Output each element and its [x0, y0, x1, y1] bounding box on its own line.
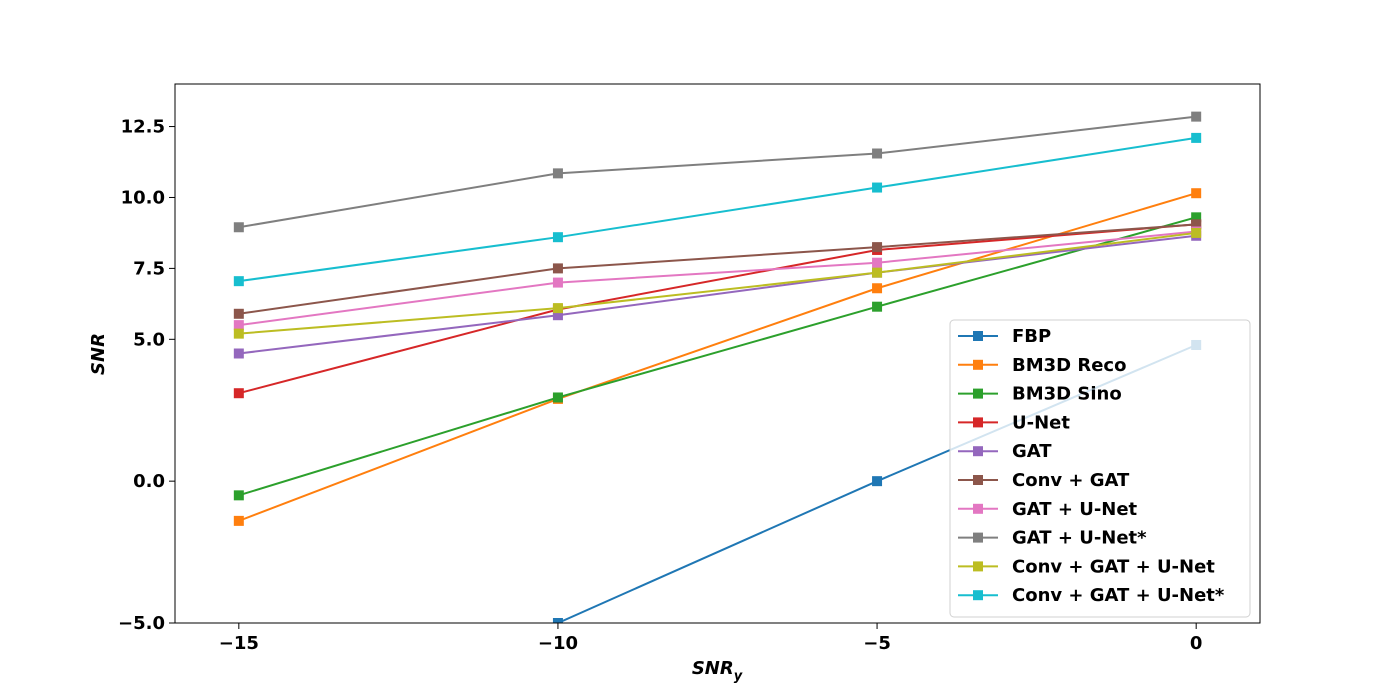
legend-label: BM3D Sino — [1012, 384, 1122, 405]
series-conv-gat-u-net — [233, 227, 1202, 339]
x-tick-label: 0 — [1190, 633, 1203, 654]
x-axis-label-subscript: y — [734, 669, 743, 684]
series-line — [238, 223, 1197, 395]
x-tick-label: −15 — [219, 633, 259, 654]
series-bm3d-sino — [233, 212, 1202, 501]
data-point — [872, 301, 883, 312]
data-point — [233, 328, 244, 339]
data-point — [1191, 188, 1202, 199]
y-tick-label: −5.0 — [118, 613, 165, 634]
data-point — [233, 490, 244, 501]
series-conv-gat — [233, 219, 1202, 319]
data-point — [872, 182, 883, 193]
y-tick-label: 0.0 — [133, 471, 165, 492]
data-point — [872, 476, 883, 487]
data-point — [233, 222, 244, 233]
series-layer — [233, 111, 1202, 623]
data-point — [233, 348, 244, 359]
series-line — [238, 115, 1197, 229]
legend-label: GAT + U-Net — [1012, 499, 1138, 520]
y-axis-label: SNR — [88, 333, 109, 375]
legend-item: BM3D Sino — [958, 384, 1122, 405]
data-point — [233, 276, 244, 287]
series-line — [238, 234, 1197, 355]
x-axis: −15 −10 −5 0 — [219, 623, 1203, 654]
legend-item: Conv + GAT — [958, 470, 1130, 491]
legend-marker — [973, 417, 983, 428]
legend-label: BM3D Reco — [1012, 355, 1126, 376]
series-line — [238, 216, 1197, 497]
series-line — [238, 230, 1197, 327]
legend-item: GAT + U-Net — [958, 499, 1138, 520]
legend-marker — [973, 503, 983, 514]
legend-box — [949, 319, 1251, 618]
data-point — [552, 263, 563, 274]
plot-frame — [174, 83, 1261, 624]
legend-marker — [973, 561, 983, 572]
legend-item: FBP — [958, 326, 1051, 347]
legend-label: GAT + U-Net* — [1012, 528, 1147, 549]
data-point — [1191, 212, 1202, 223]
data-point — [1191, 227, 1202, 238]
data-point — [1191, 219, 1202, 230]
data-point — [1191, 111, 1202, 122]
x-tick-label: −10 — [538, 633, 578, 654]
legend: FBP BM3D Reco BM3D Sino U-Net GAT Conv + GAT G… — [949, 319, 1251, 618]
legend-marker — [973, 590, 983, 601]
legend-marker — [973, 475, 983, 485]
data-point — [872, 283, 883, 294]
data-point — [233, 388, 244, 399]
data-point — [872, 257, 883, 268]
data-point — [552, 618, 563, 623]
x-axis-label: SNRy — [692, 658, 743, 684]
data-point — [552, 168, 563, 179]
legend-item: Conv + GAT + U-Net* — [958, 585, 1225, 606]
data-point — [552, 303, 563, 314]
legend-label: Conv + GAT + U-Net* — [1012, 585, 1225, 606]
data-point — [552, 310, 563, 321]
series-line — [238, 223, 1197, 315]
y-tick-label: 12.5 — [121, 117, 165, 138]
legend-marker — [973, 532, 983, 543]
legend-item: U-Net — [958, 412, 1070, 433]
data-point — [552, 232, 563, 243]
legend-marker — [973, 388, 983, 399]
series-line — [238, 231, 1197, 335]
series-line — [238, 136, 1197, 283]
legend-marker — [973, 331, 983, 341]
series-gat-u-net- — [233, 111, 1202, 233]
data-point — [872, 242, 883, 253]
legend-item: BM3D Reco — [958, 355, 1126, 376]
data-point — [233, 320, 244, 331]
legend-marker — [973, 446, 983, 457]
data-point — [1191, 132, 1202, 143]
series-conv-gat-u-net- — [233, 132, 1202, 287]
y-tick-label: 10.0 — [121, 187, 165, 208]
x-tick-label: −5 — [863, 633, 891, 654]
series-line — [238, 192, 1197, 522]
y-axis: −5.0 0.0 5.0 7.5 10.0 12.5 — [118, 117, 175, 634]
data-point — [233, 515, 244, 526]
data-point — [552, 277, 563, 288]
legend-item: Conv + GAT + U-Net — [958, 556, 1215, 577]
data-point — [233, 308, 244, 319]
legend-marker — [973, 359, 983, 370]
legend-label: Conv + GAT — [1012, 470, 1130, 491]
legend-label: FBP — [1012, 326, 1051, 347]
data-point — [872, 267, 883, 278]
data-point — [552, 392, 563, 403]
legend-label: Conv + GAT + U-Net — [1012, 556, 1215, 577]
y-tick-label: 5.0 — [133, 329, 165, 350]
data-point — [872, 148, 883, 159]
y-tick-label: 7.5 — [133, 258, 165, 279]
legend-label: U-Net — [1012, 412, 1070, 433]
legend-label: GAT — [1012, 441, 1052, 462]
legend-item: GAT + U-Net* — [958, 528, 1147, 549]
legend-item: GAT — [958, 441, 1052, 462]
